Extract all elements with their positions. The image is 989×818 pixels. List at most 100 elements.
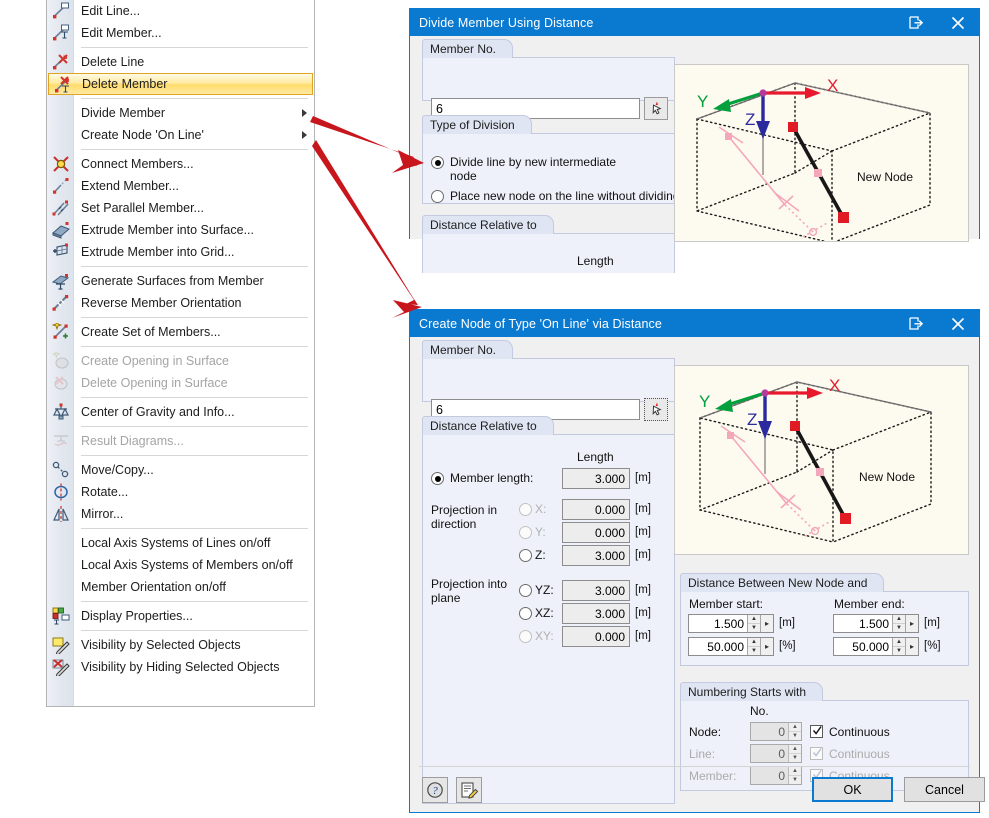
spinner-more[interactable]: ▸ [760, 638, 773, 655]
projection-value-xz[interactable]: 3.000 [562, 603, 630, 624]
menu-item-generate-surfaces-from-member[interactable]: Generate Surfaces from Member [47, 270, 314, 292]
close-icon[interactable] [937, 310, 979, 337]
menu-separator [81, 98, 308, 99]
spinner-more[interactable]: ▸ [905, 638, 918, 655]
create-opening-icon [51, 349, 70, 370]
svg-text:X: X [829, 376, 840, 395]
projection-value-yz[interactable]: 3.000 [562, 580, 630, 601]
projection-unit-yz: [m] [635, 584, 651, 596]
continuous-checkbox-line [810, 747, 823, 760]
menu-item-edit-member[interactable]: Edit Member... [47, 22, 314, 44]
spinner-updown[interactable]: ▲ ▼ [892, 615, 905, 632]
spinner-updown[interactable]: ▲ ▼ [892, 638, 905, 655]
menu-item-delete-member[interactable]: Delete Member [48, 73, 313, 95]
menu-separator [81, 149, 308, 150]
menu-item-edit-line[interactable]: Edit Line... [47, 0, 314, 22]
cancel-button[interactable]: Cancel [904, 777, 985, 802]
spinner-updown[interactable]: ▲ ▼ [747, 615, 760, 632]
menu-item-extrude-member-into-surface[interactable]: Extrude Member into Surface... [47, 219, 314, 241]
spinner-more[interactable]: ▸ [905, 615, 918, 632]
radio-member-length[interactable] [431, 472, 444, 485]
projection-value-z[interactable]: 3.000 [562, 545, 630, 566]
radio-projection-yz[interactable] [519, 584, 532, 597]
member-end-label: Member end: [834, 597, 905, 611]
projection-unit-xz: [m] [635, 607, 651, 619]
numbering-spinner-node[interactable]: 0 ▲ ▼ [750, 722, 802, 741]
menu-item-mirror[interactable]: Mirror... [47, 503, 314, 525]
divide-member-no-pick-button[interactable] [644, 97, 668, 120]
menu-item-local-axis-systems-of-lines-on-off[interactable]: Local Axis Systems of Lines on/off [47, 532, 314, 554]
create-node-member-no-pick-button[interactable] [644, 398, 668, 421]
menu-item-label: Local Axis Systems of Lines on/off [81, 536, 271, 550]
menu-item-extend-member[interactable]: Extend Member... [47, 175, 314, 197]
menu-item-display-properties[interactable]: Display Properties... [47, 605, 314, 627]
radio-projection-z[interactable] [519, 549, 532, 562]
continuous-checkbox-node[interactable] [810, 725, 823, 738]
radio-projection-x [519, 503, 532, 516]
radio-projection-xz[interactable] [519, 607, 532, 620]
spinner-updown[interactable]: ▲ ▼ [788, 767, 801, 784]
projection-unit-z: [m] [635, 549, 651, 561]
member-length-value[interactable]: 3.000 [562, 468, 630, 489]
projection-label-z: Z: [535, 548, 546, 562]
menu-item-center-of-gravity-and-info[interactable]: Center of Gravity and Info... [47, 401, 314, 423]
member-start-length-spinner[interactable]: 1.500 ▲ ▼ ▸ [688, 614, 774, 633]
menu-item-rotate[interactable]: Rotate... [47, 481, 314, 503]
projection-value-x[interactable]: 0.000 [562, 499, 630, 520]
menu-item-set-parallel-member[interactable]: Set Parallel Member... [47, 197, 314, 219]
menu-item-visibility-by-selected-objects[interactable]: Visibility by Selected Objects [47, 634, 314, 656]
menu-item-reverse-member-orientation[interactable]: Reverse Member Orientation [47, 292, 314, 314]
button-bar-divider [419, 766, 970, 767]
set-parallel-member-icon [52, 199, 70, 217]
menu-item-create-set-of-members[interactable]: Create Set of Members... [47, 319, 314, 343]
projection-unit-xy: [m] [635, 630, 651, 642]
menu-item-visibility-by-hiding-selected-objects[interactable]: Visibility by Hiding Selected Objects [47, 656, 314, 678]
ok-button[interactable]: OK [812, 777, 893, 802]
spinner-updown[interactable]: ▲ ▼ [788, 745, 801, 762]
menu-item-label: Rotate... [81, 485, 129, 499]
divide-member-no-input[interactable]: 6 [431, 98, 640, 119]
projection-unit-y: [m] [635, 526, 651, 538]
radio-projection-y [519, 526, 532, 539]
spinner-updown[interactable]: ▲ ▼ [788, 723, 801, 740]
detach-icon[interactable] [895, 9, 937, 36]
reverse-orientation-icon [52, 294, 70, 312]
spinner-more[interactable]: ▸ [760, 615, 773, 632]
delete-opening-icon [52, 374, 70, 392]
menu-item-local-axis-systems-of-members-on-off[interactable]: Local Axis Systems of Members on/off [47, 554, 314, 576]
close-icon[interactable] [937, 9, 979, 36]
menu-item-connect-members[interactable]: Connect Members... [47, 153, 314, 175]
member-end-percent-spinner[interactable]: 50.000 ▲ ▼ ▸ [833, 637, 919, 656]
menu-item-divide-member[interactable]: Divide Member [47, 102, 314, 124]
member-end-length-value: 1.500 [858, 616, 889, 631]
spinner-updown[interactable]: ▲ ▼ [747, 638, 760, 655]
extend-member-icon [52, 177, 70, 195]
menu-item-label: Divide Member [81, 106, 166, 120]
menu-item-member-orientation-on-off[interactable]: Member Orientation on/off [47, 576, 314, 598]
numbering-group-header: Numbering Starts with [680, 682, 824, 701]
menu-item-create-opening-in-surface: Create Opening in Surface [47, 349, 314, 372]
member-context-menu[interactable]: Edit Line... Edit Member... Delete Line Del… [46, 0, 315, 707]
svg-text:?: ? [432, 785, 438, 797]
radio-place-node-no-divide[interactable] [431, 190, 444, 203]
projection-value-y[interactable]: 0.000 [562, 522, 630, 543]
menu-item-extrude-member-into-grid[interactable]: Extrude Member into Grid... [47, 241, 314, 263]
radio-divide-by-node[interactable] [431, 156, 444, 169]
create-node-dialog[interactable]: Create Node of Type 'On Line' via Distan… [409, 309, 985, 813]
distance-between-group-header: Distance Between New Node and [680, 573, 885, 592]
help-icon[interactable]: ? [422, 777, 448, 803]
menu-item-create-node-on-line[interactable]: Create Node 'On Line' [47, 124, 314, 146]
member-start-percent-spinner[interactable]: 50.000 ▲ ▼ ▸ [688, 637, 774, 656]
member-end-length-spinner[interactable]: 1.500 ▲ ▼ ▸ [833, 614, 919, 633]
notes-icon[interactable] [456, 777, 482, 803]
divide-member-dialog[interactable]: Divide Member Using Distance Member No. … [409, 8, 980, 273]
context-menu-gutter [47, 0, 74, 706]
divide-member-titlebar: Divide Member Using Distance [410, 9, 979, 36]
menu-item-move-copy[interactable]: Move/Copy... [47, 459, 314, 481]
projection-label-xy: XY: [535, 629, 554, 643]
numbering-value: 0 [778, 768, 785, 783]
create-node-graphic: X Y Z New Node [674, 365, 969, 555]
projection-value-xy[interactable]: 0.000 [562, 626, 630, 647]
detach-icon[interactable] [895, 310, 937, 337]
menu-item-delete-line[interactable]: Delete Line [47, 51, 314, 73]
